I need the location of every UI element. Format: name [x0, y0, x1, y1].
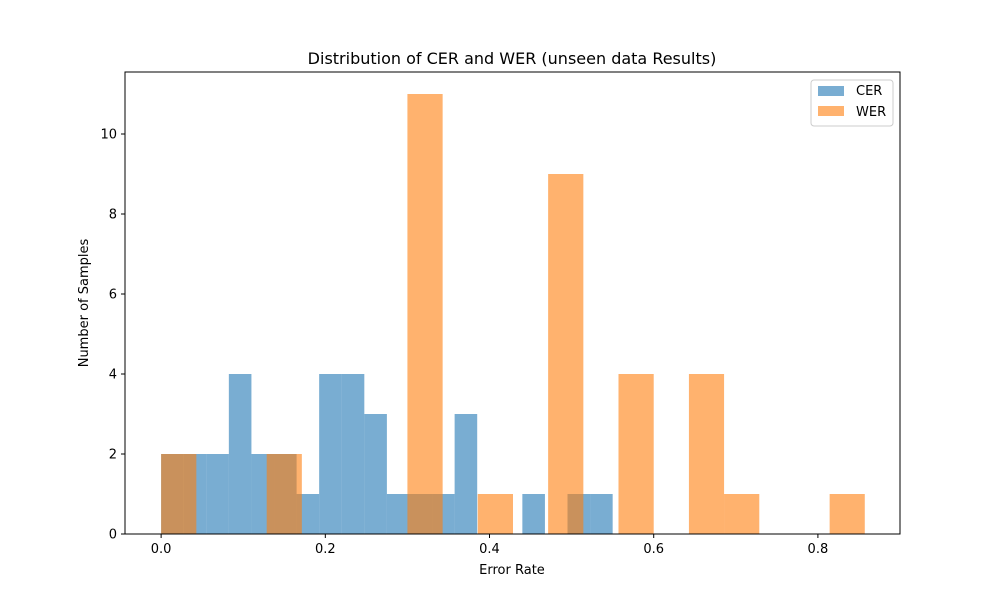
- cer-bar-6: [296, 494, 320, 534]
- wer-bar-8: [829, 494, 865, 534]
- x-axis: 0.0 0.2 0.4 0.6 0.8: [151, 534, 828, 557]
- y-tick-label: 0: [109, 528, 117, 543]
- cer-bar-9: [364, 414, 387, 534]
- y-tick-label: 10: [100, 128, 117, 143]
- plot-frame: [124, 71, 901, 535]
- cer-bar-3: [228, 374, 252, 534]
- cer-bar-14: [522, 494, 545, 534]
- legend: CER WER: [810, 79, 894, 127]
- legend-swatch-cer: [818, 86, 844, 96]
- x-tick-label: 0.8: [808, 542, 829, 557]
- chart-title: Distribution of CER and WER (unseen data…: [308, 49, 717, 68]
- y-axis-label: Number of Samples: [77, 239, 92, 368]
- legend-label-cer: CER: [856, 84, 882, 99]
- wer-bar-4: [548, 174, 584, 534]
- y-axis: 0 2 4 6 8 10: [100, 128, 125, 543]
- x-tick-label: 0.6: [643, 542, 664, 557]
- wer-bar-7: [724, 494, 760, 534]
- cer-bar-13: [454, 414, 478, 534]
- cer-bar-16: [590, 494, 613, 534]
- wer-bar-2: [407, 94, 443, 534]
- legend-swatch-wer: [818, 106, 844, 116]
- wer-series: [161, 94, 865, 534]
- y-tick-label: 6: [109, 288, 117, 303]
- wer-bar-1: [266, 454, 302, 534]
- y-tick-label: 4: [109, 368, 117, 383]
- x-tick-label: 0.2: [315, 542, 336, 557]
- cer-bar-10: [386, 494, 410, 534]
- cer-bar-7: [319, 374, 342, 534]
- x-tick-label: 0.4: [479, 542, 500, 557]
- y-tick-label: 8: [109, 208, 117, 223]
- legend-label-wer: WER: [856, 105, 886, 120]
- x-tick-label: 0.0: [151, 542, 172, 557]
- wer-bar-3: [477, 494, 513, 534]
- wer-bar-0: [161, 454, 197, 534]
- wer-bar-5: [618, 374, 654, 534]
- y-tick-label: 2: [109, 448, 117, 463]
- wer-bar-6: [688, 374, 725, 534]
- x-axis-label: Error Rate: [479, 563, 545, 578]
- cer-bar-2: [206, 454, 229, 534]
- cer-bar-8: [341, 374, 365, 534]
